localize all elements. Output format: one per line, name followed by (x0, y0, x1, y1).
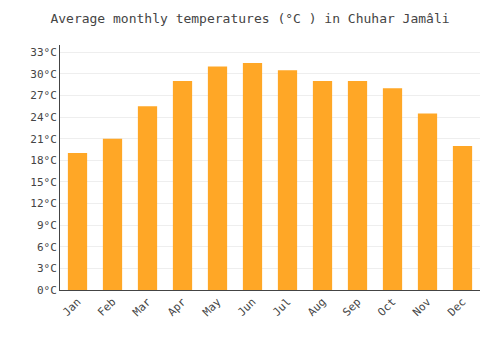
svg-text:0°C: 0°C (37, 284, 57, 297)
svg-text:Nov: Nov (410, 295, 434, 319)
svg-text:30°C: 30°C (30, 68, 57, 81)
svg-text:Jan: Jan (60, 296, 83, 319)
svg-text:Mar: Mar (130, 295, 154, 319)
svg-text:May: May (200, 295, 224, 319)
svg-text:Oct: Oct (375, 296, 398, 319)
svg-text:3°C: 3°C (37, 262, 57, 275)
svg-text:24°C: 24°C (30, 111, 57, 124)
svg-text:Sep: Sep (340, 296, 363, 319)
svg-text:Apr: Apr (165, 295, 189, 319)
svg-text:Feb: Feb (95, 296, 118, 319)
svg-text:Jul: Jul (270, 296, 293, 319)
svg-text:Dec: Dec (445, 296, 468, 319)
svg-text:6°C: 6°C (37, 241, 57, 254)
svg-text:21°C: 21°C (30, 133, 57, 146)
svg-text:12°C: 12°C (30, 197, 57, 210)
svg-text:9°C: 9°C (37, 219, 57, 232)
svg-text:15°C: 15°C (30, 176, 57, 189)
svg-text:27°C: 27°C (30, 89, 57, 102)
svg-text:33°C: 33°C (30, 46, 57, 59)
svg-text:Average monthly temperatures (: Average monthly temperatures (°C ) in Ch… (50, 11, 449, 26)
svg-text:Aug: Aug (305, 296, 328, 319)
svg-text:18°C: 18°C (30, 154, 57, 167)
svg-text:Jun: Jun (235, 296, 258, 319)
